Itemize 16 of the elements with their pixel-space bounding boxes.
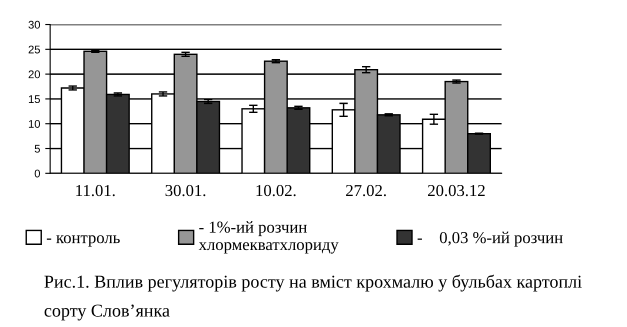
x-tick-label: 20.03.12 bbox=[428, 184, 485, 196]
legend-label: - контроль bbox=[46, 235, 120, 247]
x-tick-label: 11.01. bbox=[76, 184, 115, 196]
legend-label: - 1%-ий розчин хлормекватхлориду bbox=[198, 221, 339, 254]
x-tick-label: 10.02. bbox=[256, 184, 296, 196]
legend-label: - 0,03 %-ий розчин bbox=[418, 232, 563, 247]
y-tick-label: 5 bbox=[34, 144, 40, 153]
text: Рис.1. Вплив регуляторів росту на вміст крохмалю у бульбах картоплі сорту Слов’янка bbox=[44, 274, 582, 320]
y-tick-label: 0 bbox=[34, 170, 40, 178]
y-tick-label: 25 bbox=[28, 46, 40, 54]
y-tick-label: 30 bbox=[28, 20, 40, 29]
y-tick-label: 20 bbox=[28, 70, 40, 78]
x-tick-label: 27.02. bbox=[346, 184, 386, 196]
y-tick-label: 10 bbox=[28, 120, 40, 128]
x-tick-label: 30.01. bbox=[166, 184, 206, 196]
y-tick-label: 15 bbox=[28, 95, 40, 104]
